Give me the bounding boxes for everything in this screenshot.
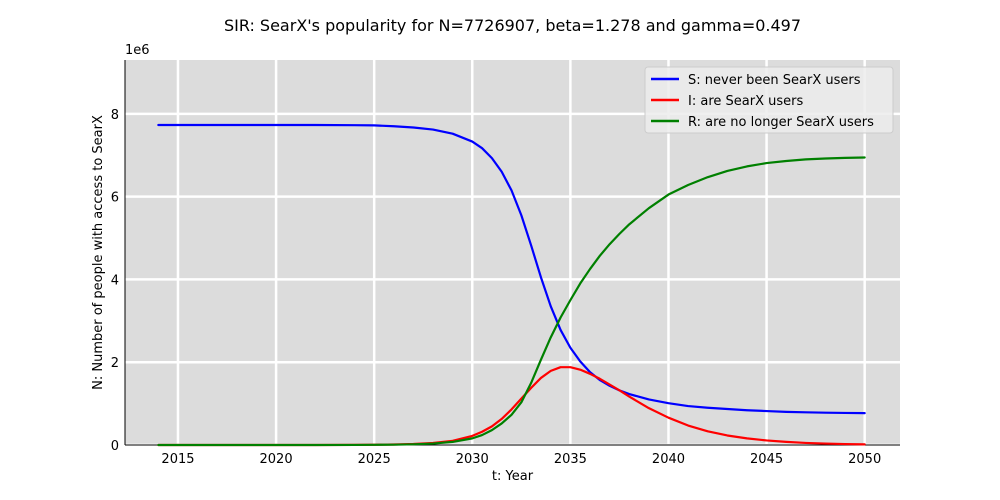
x-tick-label: 2030 — [456, 452, 489, 467]
x-tick-label: 2045 — [750, 452, 783, 467]
series-line-2 — [157, 156, 866, 447]
series-lines — [157, 123, 866, 447]
legend-label: I: are SearX users — [688, 94, 803, 109]
x-axis-label: t: Year — [492, 469, 534, 484]
y-axis-offset-label: 1e6 — [125, 43, 150, 58]
y-tick-label: 2 — [111, 356, 119, 371]
tick-labels: 2015 2020 2025 2030 2035 2040 2045 2050 0 2 4 6 8 — [111, 108, 882, 467]
x-tick-label: 2035 — [554, 452, 587, 467]
y-axis-label: N: Number of people with access to SearX — [91, 115, 106, 390]
y-tick-label: 8 — [111, 108, 119, 123]
x-tick-label: 2020 — [260, 452, 293, 467]
y-tick-label: 4 — [111, 273, 119, 288]
legend-label: S: never been SearX users — [688, 73, 861, 88]
y-tick-label: 6 — [111, 191, 119, 206]
chart-title: SIR: SearX's popularity for N=7726907, b… — [224, 16, 801, 35]
x-tick-label: 2025 — [358, 452, 391, 467]
legend-label: R: are no longer SearX users — [688, 115, 874, 130]
x-tick-label: 2050 — [848, 452, 881, 467]
legend: S: never been SearX users I: are SearX us… — [644, 66, 894, 134]
y-tick-label: 0 — [111, 439, 119, 454]
x-tick-label: 2015 — [161, 452, 194, 467]
x-tick-label: 2040 — [652, 452, 685, 467]
series-line-0 — [157, 123, 866, 415]
legend-box — [644, 66, 894, 134]
